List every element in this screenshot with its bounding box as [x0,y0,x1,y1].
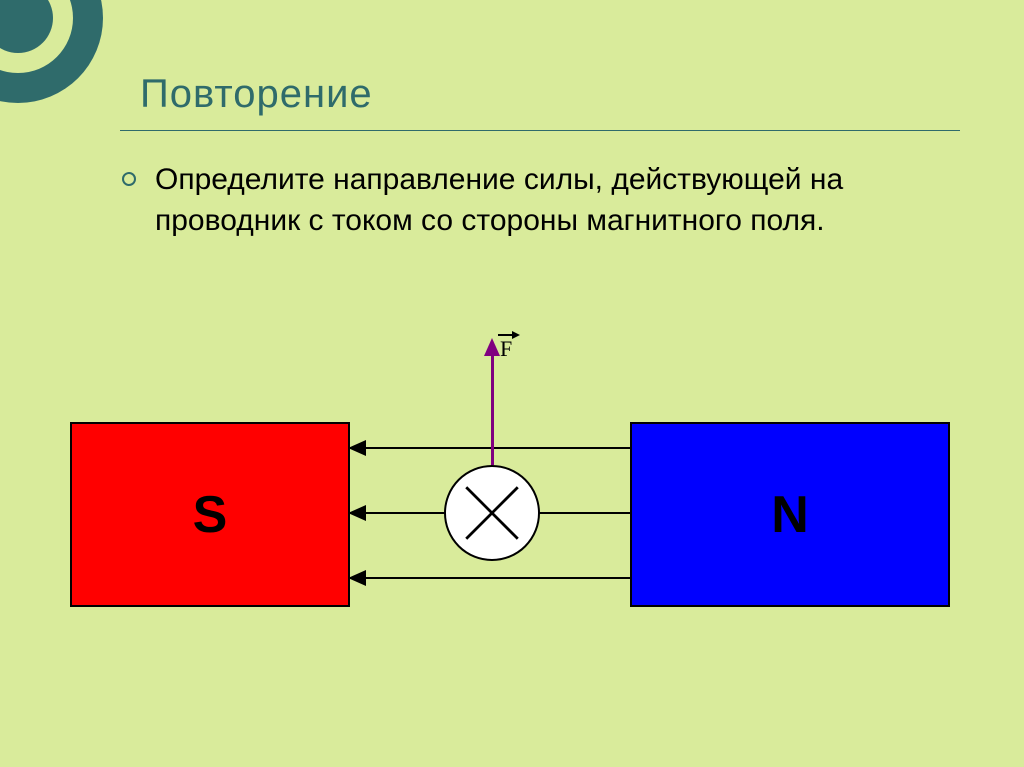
magnet-south: S [70,422,350,607]
field-arrow-head [348,570,366,586]
magnet-north: N [630,422,950,607]
magnet-south-label: S [193,485,228,545]
physics-diagram: S N F [0,0,1024,767]
force-arrow-line [491,352,494,465]
field-arrow-head [348,440,366,456]
force-vector-overline-head [512,331,520,339]
force-label: F [500,336,512,362]
field-arrow-head [348,505,366,521]
current-into-page-icon [446,467,538,559]
field-arrow-line [350,447,640,449]
wire-cross-section [444,465,540,561]
force-arrow-head [484,338,500,356]
magnet-north-label: N [771,485,809,545]
field-arrow-line [350,577,640,579]
slide: Повторение Определите направление силы, … [0,0,1024,767]
